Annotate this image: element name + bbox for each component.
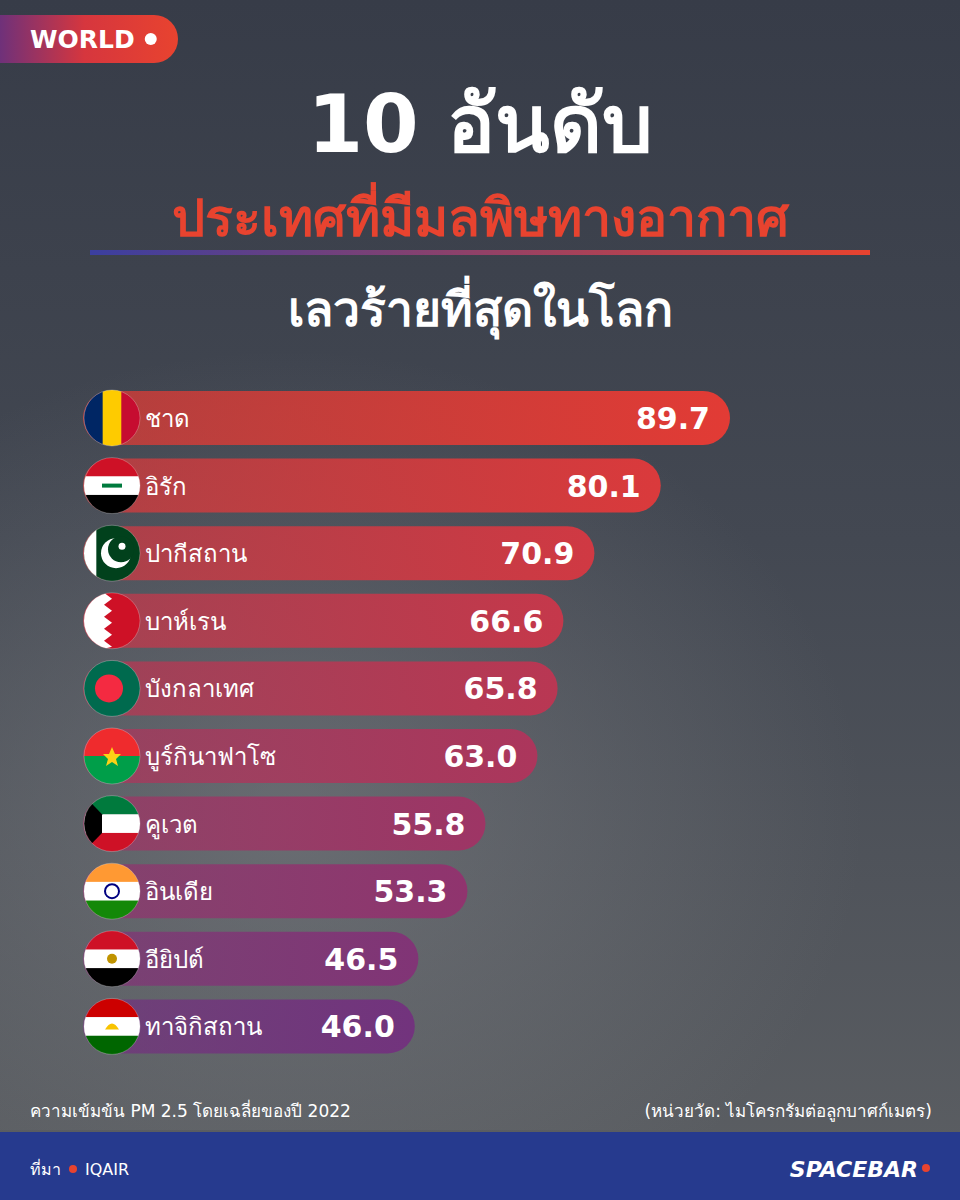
flag-part: [84, 495, 140, 514]
labels: ชาด 89.7 อิรัก 80.1 ปากีสถาน 70.9 บาห์เรน 66.6 บ…: [84, 390, 710, 1055]
brand: SPACEBAR: [790, 1157, 918, 1182]
category-label: ปากีสถาน: [145, 540, 247, 568]
badge: [0, 15, 178, 63]
source: IQAIR: [85, 1160, 129, 1179]
flag-part: [84, 1036, 140, 1055]
category-label: บูร์กินาฟาโซ: [145, 743, 276, 772]
data-label: 46.0: [321, 1009, 395, 1044]
flag-part: [84, 390, 103, 446]
flag-border: [84, 863, 140, 919]
flag-border: [84, 390, 140, 446]
flag: [84, 390, 141, 446]
fog: [0, 350, 960, 1130]
flag-part: [84, 949, 140, 968]
bar: [83, 932, 418, 986]
subtitle-underline: [90, 250, 870, 255]
footer: [0, 1132, 960, 1200]
flag-part: [84, 796, 102, 852]
flag-border: [84, 796, 140, 852]
flag-part: [121, 390, 140, 446]
flag-border: [84, 593, 140, 649]
category-label: ทาจิกิสถาน: [145, 1013, 262, 1041]
source-dot: [69, 1165, 77, 1173]
flag-part: [108, 536, 134, 562]
flag: [84, 796, 140, 853]
category-label: คูเวต: [145, 811, 198, 840]
bars: [83, 391, 730, 1053]
flag-part: [84, 882, 140, 901]
unit-note: (หน่วยวัด: ไมโครกรัมต่อลูกบาศก์เมตร): [645, 1101, 932, 1122]
flag-part: [84, 968, 140, 987]
flag: [84, 525, 140, 581]
flag-part: [84, 593, 112, 649]
title: 10 อันดับ: [307, 78, 652, 171]
bar: [83, 999, 415, 1053]
brand-dot: [922, 1164, 930, 1172]
data-label: 89.7: [636, 401, 710, 436]
flag-border: [84, 931, 140, 987]
data-label: 66.6: [469, 604, 543, 639]
category-label: อิรัก: [145, 473, 187, 501]
category-label: บังกลาเทศ: [145, 675, 254, 703]
badge-text: WORLD: [30, 25, 135, 54]
data-label: 80.1: [567, 469, 641, 504]
data-label: 70.9: [500, 536, 574, 571]
flag-part: [103, 747, 121, 766]
flag: [84, 931, 140, 988]
flag-border: [84, 458, 140, 514]
flag-part: [84, 901, 140, 920]
flag-part: [84, 660, 140, 716]
background: [0, 0, 960, 1200]
source-label: ที่มา: [30, 1158, 61, 1179]
flag-part: [84, 998, 140, 1017]
flag-part: [84, 525, 96, 581]
category-label: อียิปต์: [145, 946, 204, 974]
bar: [83, 661, 558, 715]
flag-part: [84, 593, 140, 649]
bar: [83, 526, 594, 580]
flag-border: [84, 660, 140, 716]
bar: [83, 391, 730, 445]
flag-border: [84, 525, 140, 581]
data-label: 55.8: [391, 807, 465, 842]
data-label: 46.5: [324, 942, 398, 977]
flag: [84, 593, 140, 649]
bar: [83, 459, 661, 513]
data-label: 63.0: [443, 739, 517, 774]
flag: [84, 863, 140, 920]
flag-part: [103, 390, 122, 446]
bar: [83, 594, 563, 648]
flag-border: [84, 728, 140, 784]
flag: [84, 458, 140, 514]
flag-part: [105, 1023, 119, 1029]
subtitle: ประเทศที่มีมลพิษทางอากาศ: [172, 182, 790, 248]
bar: [83, 864, 467, 918]
flag-border: [84, 998, 140, 1054]
flag-part: [119, 543, 126, 550]
flag: [84, 998, 140, 1054]
data-label: 53.3: [373, 874, 447, 909]
bar: [83, 797, 485, 851]
flag-part: [107, 954, 117, 964]
flag-part: [84, 525, 140, 581]
chart: WORLD 10 อันดับประเทศที่มีมลพิษทางอากาศเล…: [0, 0, 960, 1200]
flag-part: [84, 863, 140, 882]
category-label: บาห์เรน: [145, 608, 226, 636]
subtitle: เลวร้ายที่สุดในโลก: [288, 275, 673, 340]
flag: [84, 660, 140, 716]
flag-part: [84, 476, 140, 495]
flag-part: [84, 458, 140, 477]
flag-part: [95, 674, 123, 702]
bar: [83, 729, 537, 783]
data-label: 65.8: [464, 671, 538, 706]
category-label: ชาด: [145, 405, 190, 433]
flag-part: [105, 884, 119, 898]
flag: [84, 728, 140, 785]
note: ความเข้มข้น PM 2.5 โดยเฉลี่ยของปี 2022: [30, 1099, 351, 1121]
flag-part: [84, 931, 140, 950]
flag-part: [84, 1017, 140, 1036]
flag-part: [102, 484, 122, 488]
badge-dot: [145, 33, 157, 45]
category-label: อินเดีย: [145, 878, 213, 906]
